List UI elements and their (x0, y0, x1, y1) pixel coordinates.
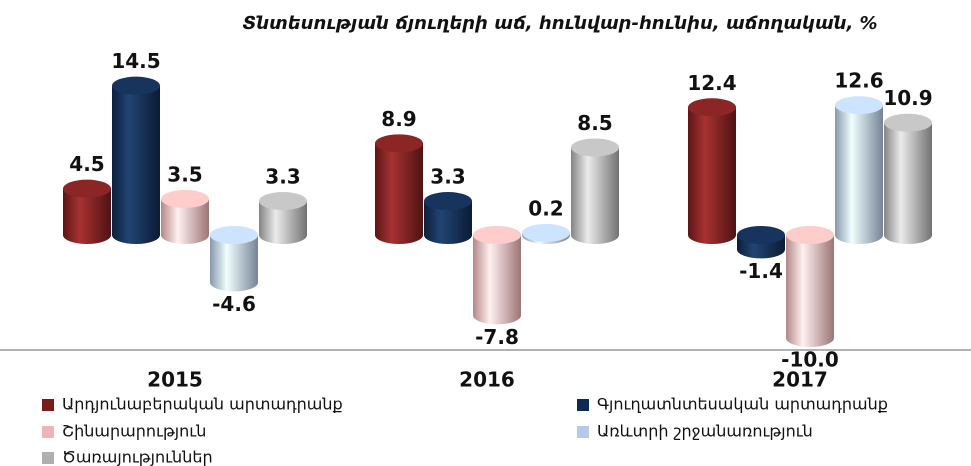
cylinder (112, 76, 160, 244)
legend-swatch (42, 452, 54, 464)
x-tick-label: 2017 (772, 368, 828, 392)
data-label: -7.8 (475, 325, 519, 349)
legend-swatch (42, 426, 54, 438)
x-tick-label: 2016 (459, 368, 515, 392)
data-label: -4.6 (212, 292, 256, 316)
legend-swatch (577, 399, 589, 411)
x-tick-label: 2015 (147, 368, 203, 392)
cylinder (473, 226, 521, 325)
cylinder (210, 226, 258, 292)
cylinder (161, 189, 209, 244)
cylinder (835, 96, 883, 244)
cylinder (688, 98, 736, 244)
data-label: 3.3 (430, 165, 465, 189)
data-label: -10.0 (781, 348, 839, 372)
data-label: 0.2 (528, 196, 563, 220)
data-label: 8.9 (381, 107, 416, 131)
cylinder (375, 134, 423, 244)
legend-label: Գյուղատնտեսական արտադրանք (597, 395, 888, 414)
cylinder (884, 113, 932, 244)
chart-title: Տնտեսության ճյուղերի աճ, հունվար-հունիս,… (242, 13, 877, 34)
cylinder (737, 226, 785, 259)
legend-label: Շինարարություն (62, 422, 206, 441)
cylinder (424, 192, 472, 244)
data-label: 8.5 (577, 111, 612, 135)
data-label: 10.9 (883, 86, 932, 110)
legend-swatch (42, 399, 54, 411)
data-label: 3.5 (167, 162, 202, 186)
data-label: 14.5 (111, 49, 160, 73)
legend-swatch (577, 426, 589, 438)
cylinder (63, 179, 111, 244)
cylinder (522, 223, 570, 244)
data-label: -1.4 (739, 259, 783, 283)
legend-label: Առևտրի շրջանառություն (597, 422, 813, 441)
cylinder (571, 138, 619, 244)
cylinder (259, 192, 307, 244)
data-label: 4.5 (69, 152, 104, 176)
cylinder (786, 226, 834, 347)
data-label: 12.4 (687, 71, 736, 95)
data-label: 3.3 (265, 165, 300, 189)
legend-label: Արդյունաբերական արտադրանք (62, 395, 343, 414)
data-label: 12.6 (834, 69, 883, 93)
legend-label: Ծառայություններ (62, 448, 213, 466)
